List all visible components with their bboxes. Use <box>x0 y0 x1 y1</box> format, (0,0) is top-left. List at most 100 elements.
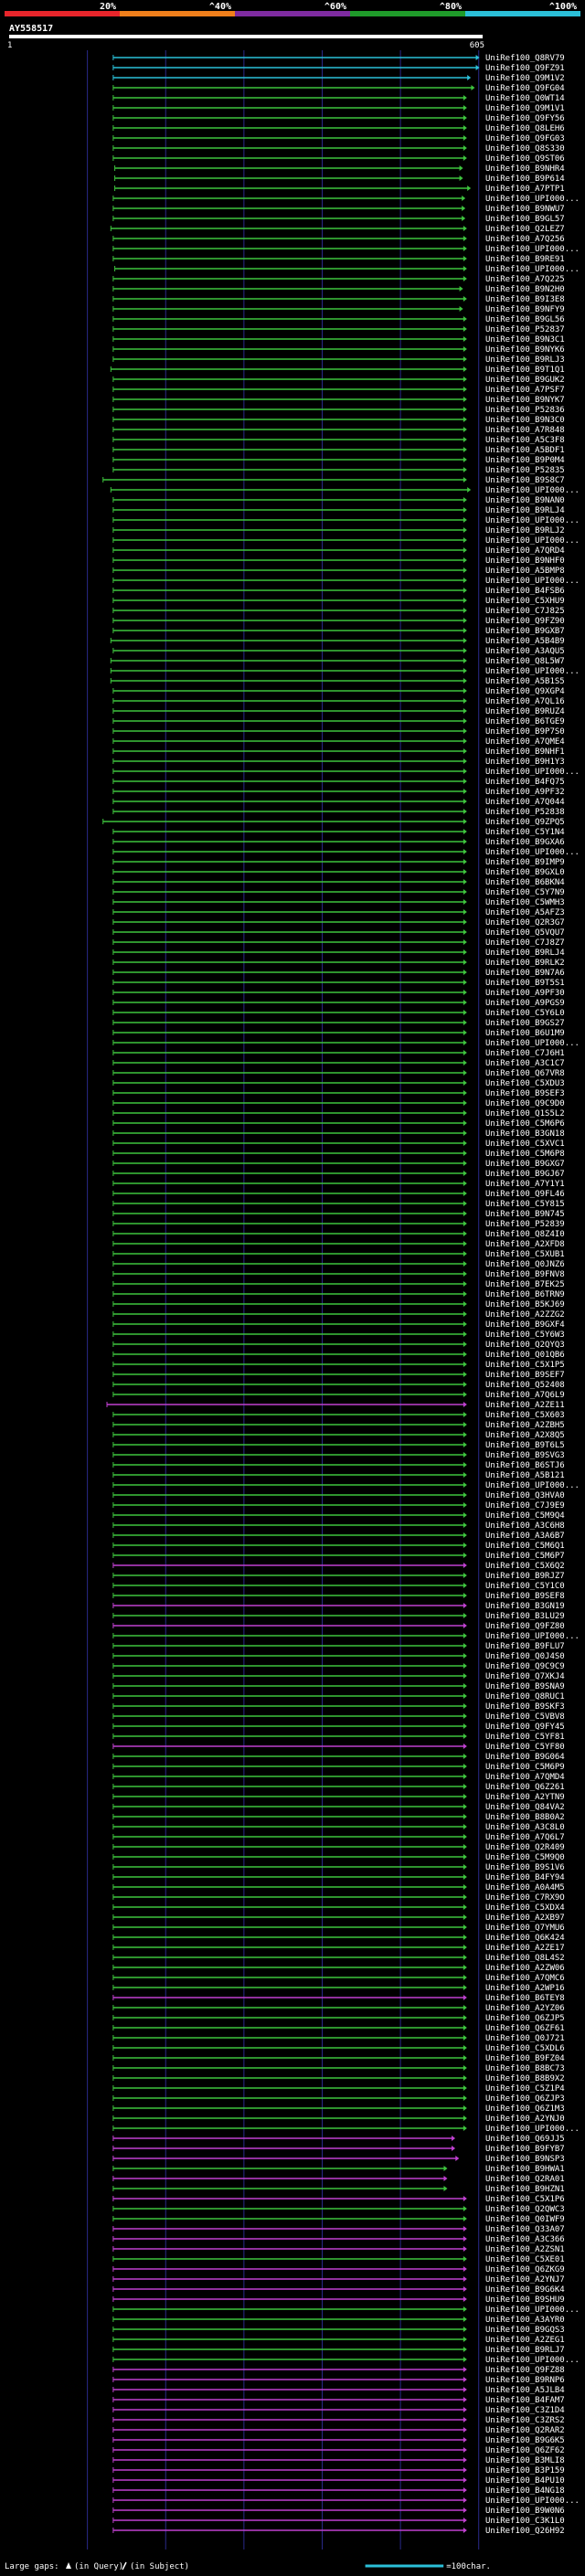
hit-label[interactable]: UniRef100_Q9M1V1 <box>485 104 565 113</box>
hit-row[interactable]: UniRef100_Q6ZF61 <box>112 2024 565 2033</box>
hit-label[interactable]: UniRef100_UPI000... <box>485 516 580 525</box>
hit-row[interactable]: UniRef100_Q2LEZ7 <box>110 225 565 234</box>
hit-label[interactable]: UniRef100_A7PSF7 <box>485 386 565 395</box>
hit-row[interactable]: UniRef100_UPI000... <box>112 2356 580 2365</box>
hit-label[interactable]: UniRef100_B9T6L5 <box>485 1441 565 1450</box>
hit-row[interactable]: UniRef100_B9RLK2 <box>112 959 565 968</box>
hit-label[interactable]: UniRef100_Q1S5L2 <box>485 1109 565 1118</box>
hit-label[interactable]: UniRef100_Q8RV79 <box>485 54 565 63</box>
hit-row[interactable]: UniRef100_B6U1M9 <box>112 1029 565 1038</box>
hit-row[interactable]: UniRef100_Q9FY56 <box>112 114 565 123</box>
hit-row[interactable]: UniRef100_B9GQS3 <box>112 2326 565 2335</box>
hit-row[interactable]: UniRef100_B9H1Y3 <box>112 758 565 767</box>
hit-row[interactable]: UniRef100_C5M6P8 <box>112 1150 565 1159</box>
hit-label[interactable]: UniRef100_Q9FG04 <box>485 84 565 93</box>
hit-label[interactable]: UniRef100_A2ZEG1 <box>485 2336 565 2345</box>
hit-label[interactable]: UniRef100_B3GN19 <box>485 1602 565 1611</box>
hit-row[interactable]: UniRef100_A2WP16 <box>112 1984 565 1993</box>
hit-label[interactable]: UniRef100_A3C6H8 <box>485 1521 565 1531</box>
hit-row[interactable]: UniRef100_B9NHR4 <box>114 164 565 174</box>
hit-label[interactable]: UniRef100_Q8L4S2 <box>485 1954 565 1963</box>
hit-label[interactable]: UniRef100_B9HZN1 <box>485 2185 565 2194</box>
hit-row[interactable]: UniRef100_UPI000... <box>114 265 580 274</box>
hit-row[interactable]: UniRef100_Q8Z4I0 <box>112 1230 565 1239</box>
hit-row[interactable]: UniRef100_C5XDU3 <box>112 1079 565 1088</box>
hit-row[interactable]: UniRef100_Q6ZJP3 <box>112 2094 565 2104</box>
hit-row[interactable]: UniRef100_A2ZZG2 <box>112 1310 565 1320</box>
hit-label[interactable]: UniRef100_B9NYK6 <box>485 345 565 355</box>
hit-row[interactable]: UniRef100_B9RLJ3 <box>112 355 565 365</box>
hit-row[interactable]: UniRef100_B4NG18 <box>112 2486 565 2496</box>
hit-row[interactable]: UniRef100_B9NAN0 <box>112 496 565 505</box>
hit-label[interactable]: UniRef100_B9N3C0 <box>485 416 565 425</box>
hit-label[interactable]: UniRef100_P52837 <box>485 325 565 334</box>
hit-label[interactable]: UniRef100_C5M6P6 <box>485 1119 565 1129</box>
hit-row[interactable]: UniRef100_Q2RA01 <box>112 2175 565 2184</box>
hit-label[interactable]: UniRef100_B4FAM7 <box>485 2396 565 2405</box>
hit-label[interactable]: UniRef100_A3C366 <box>485 2235 565 2244</box>
hit-label[interactable]: UniRef100_B4NG18 <box>485 2486 565 2496</box>
hit-row[interactable]: UniRef100_C7J6H1 <box>112 1049 565 1058</box>
hit-label[interactable]: UniRef100_B6TEY8 <box>485 1994 565 2003</box>
hit-row[interactable]: UniRef100_B9SHU9 <box>112 2295 565 2305</box>
hit-row[interactable]: UniRef100_UPI000... <box>112 1039 580 1048</box>
hit-row[interactable]: UniRef100_Q2R409 <box>112 1843 565 1852</box>
hit-row[interactable]: UniRef100_Q6ZJP5 <box>112 2014 565 2023</box>
hit-label[interactable]: UniRef100_A7Q6L9 <box>485 1391 565 1400</box>
hit-label[interactable]: UniRef100_B9GXB7 <box>485 627 565 636</box>
hit-label[interactable]: UniRef100_Q69JJ5 <box>485 2135 565 2144</box>
hit-row[interactable]: UniRef100_C3K1L0 <box>112 2517 565 2526</box>
hit-row[interactable]: UniRef100_B9RLJ7 <box>112 2346 565 2355</box>
hit-label[interactable]: UniRef100_C5Y1C0 <box>485 1582 565 1591</box>
hit-label[interactable]: UniRef100_Q7YMU6 <box>485 1924 565 1933</box>
hit-row[interactable]: UniRef100_A2YNJ0 <box>112 2115 565 2124</box>
hit-row[interactable]: UniRef100_B3GN18 <box>112 1129 565 1139</box>
hit-label[interactable]: UniRef100_B9N2H0 <box>485 285 565 294</box>
hit-label[interactable]: UniRef100_A5BDF1 <box>485 446 565 455</box>
hit-row[interactable]: UniRef100_UPI000... <box>112 516 580 525</box>
hit-row[interactable]: UniRef100_A5B4B9 <box>110 637 565 646</box>
hit-label[interactable]: UniRef100_C7J6H1 <box>485 1049 565 1058</box>
hit-row[interactable]: UniRef100_A2X8Q5 <box>112 1431 565 1440</box>
hit-row[interactable]: UniRef100_B9RLJ4 <box>112 506 565 515</box>
hit-row[interactable]: UniRef100_Q6K424 <box>112 1934 565 1943</box>
hit-label[interactable]: UniRef100_C5XDL6 <box>485 2044 565 2053</box>
hit-label[interactable]: UniRef100_C5Y7N9 <box>485 888 565 897</box>
hit-label[interactable]: UniRef100_Q9FZ91 <box>485 64 565 73</box>
hit-label[interactable]: UniRef100_C5Y815 <box>485 1200 565 1209</box>
hit-label[interactable]: UniRef100_Q0J721 <box>485 2034 565 2043</box>
hit-row[interactable]: UniRef100_B6TGE9 <box>112 717 565 726</box>
hit-row[interactable]: UniRef100_Q33A07 <box>112 2225 565 2234</box>
hit-row[interactable]: UniRef100_B9N7A6 <box>112 969 565 978</box>
hit-row[interactable]: UniRef100_B9FZ04 <box>112 2054 565 2063</box>
hit-label[interactable]: UniRef100_UPI000... <box>485 486 580 495</box>
hit-label[interactable]: UniRef100_A3A6B7 <box>485 1532 565 1541</box>
hit-label[interactable]: UniRef100_B9GL56 <box>485 315 565 324</box>
hit-row[interactable]: UniRef100_A7QMD4 <box>112 1773 565 1782</box>
hit-label[interactable]: UniRef100_B9GUK2 <box>485 376 565 385</box>
hit-row[interactable]: UniRef100_A5JLB4 <box>112 2386 565 2395</box>
hit-label[interactable]: UniRef100_Q8Z4I0 <box>485 1230 565 1239</box>
hit-row[interactable]: UniRef100_A3C1C7 <box>112 1059 565 1068</box>
hit-label[interactable]: UniRef100_B9RLK2 <box>485 959 565 968</box>
hit-label[interactable]: UniRef100_B9NHR4 <box>485 164 565 174</box>
hit-label[interactable]: UniRef100_C5X1P6 <box>485 2195 565 2204</box>
hit-row[interactable]: UniRef100_B9NHF1 <box>112 747 565 757</box>
hit-row[interactable]: UniRef100_Q9C9C9 <box>112 1662 565 1671</box>
hit-row[interactable]: UniRef100_C5XDL6 <box>112 2044 565 2053</box>
hit-row[interactable]: UniRef100_A2ZE11 <box>106 1401 565 1410</box>
hit-label[interactable]: UniRef100_C7J9E9 <box>485 1501 565 1511</box>
hit-label[interactable]: UniRef100_Q8LEH6 <box>485 124 565 133</box>
hit-label[interactable]: UniRef100_B8B9X2 <box>485 2074 565 2083</box>
hit-label[interactable]: UniRef100_Q9FZ88 <box>485 2366 565 2375</box>
hit-label[interactable]: UniRef100_C5Z1P4 <box>485 2084 565 2094</box>
hit-label[interactable]: UniRef100_A2YNJ0 <box>485 2115 565 2124</box>
hit-row[interactable]: UniRef100_B9W0N6 <box>112 2507 565 2516</box>
hit-row[interactable]: UniRef100_A9PGS9 <box>112 999 565 1008</box>
hit-row[interactable]: UniRef100_B9N2H0 <box>112 285 565 294</box>
hit-row[interactable]: UniRef100_B9GS27 <box>112 1019 565 1028</box>
hit-row[interactable]: UniRef100_B9RE91 <box>112 255 565 264</box>
hit-label[interactable]: UniRef100_Q9FG03 <box>485 134 565 143</box>
hit-row[interactable]: UniRef100_Q0IWF9 <box>112 2215 565 2224</box>
hit-label[interactable]: UniRef100_A2ZW06 <box>485 1964 565 1973</box>
